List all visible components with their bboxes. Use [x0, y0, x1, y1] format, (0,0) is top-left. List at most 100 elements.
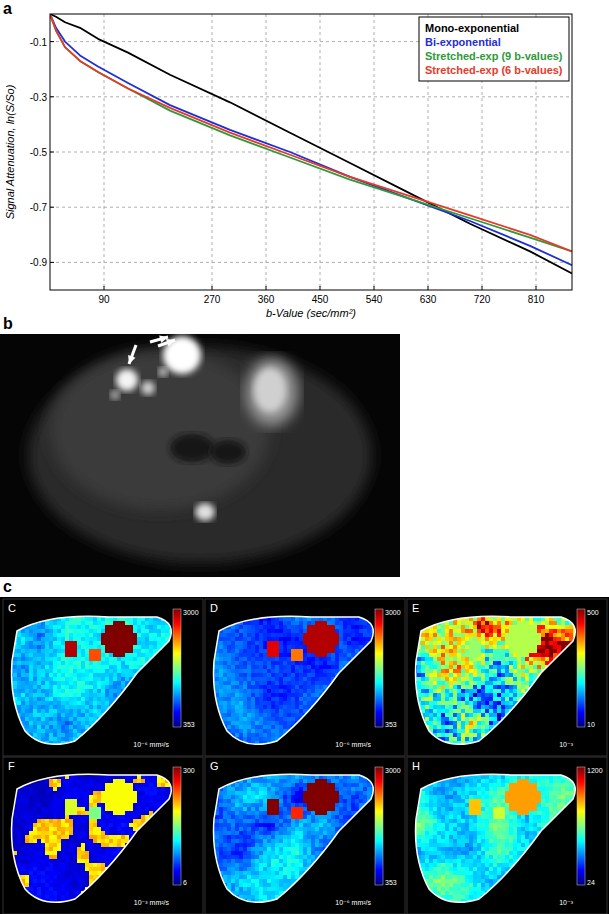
map-cell — [53, 749, 57, 753]
map-cell — [57, 713, 61, 717]
map-cell — [141, 701, 145, 705]
map-cell — [247, 641, 251, 645]
map-cell — [89, 701, 93, 705]
map-cell — [149, 717, 153, 721]
map-cell — [17, 661, 21, 665]
map-cell — [85, 681, 89, 685]
map-cell — [117, 705, 121, 709]
map-cell — [157, 673, 161, 677]
map-cell — [319, 629, 323, 633]
map-cell — [97, 629, 101, 633]
map-cell — [105, 725, 109, 729]
map-cell — [219, 645, 223, 649]
map-cell — [61, 713, 65, 717]
map-cell — [315, 629, 319, 633]
map-cell — [49, 673, 53, 677]
map-cell — [73, 609, 77, 613]
map-cell — [295, 637, 299, 641]
map-cell — [109, 697, 113, 701]
map-cell — [9, 725, 13, 729]
map-cell — [173, 741, 177, 745]
map-cell — [219, 621, 223, 625]
map-cell — [21, 669, 25, 673]
map-cell — [33, 649, 37, 653]
map-cell — [121, 741, 125, 745]
map-cell — [287, 609, 291, 613]
map-cell — [85, 677, 89, 681]
map-cell — [339, 633, 343, 637]
map-cell — [149, 733, 153, 737]
map-cell — [57, 705, 61, 709]
map-cell — [53, 717, 57, 721]
map-cell — [145, 709, 149, 713]
map-cell — [109, 641, 113, 645]
map-cell — [109, 677, 113, 681]
map-cell — [61, 725, 65, 729]
map-cell — [137, 729, 141, 733]
map-cell — [211, 629, 215, 633]
x-tick-label: 720 — [474, 294, 491, 305]
map-cell — [45, 689, 49, 693]
map-cell — [339, 621, 343, 625]
map-cell — [85, 741, 89, 745]
map-cell — [53, 653, 57, 657]
map-cell — [287, 633, 291, 637]
map-cell — [121, 677, 125, 681]
map-cell — [271, 621, 275, 625]
map-cell — [157, 669, 161, 673]
y-tick-label: -0.9 — [30, 257, 48, 268]
map-cell — [77, 629, 81, 633]
map-cell — [77, 705, 81, 709]
map-cell — [161, 705, 165, 709]
map-cell — [347, 641, 351, 645]
map-cell — [239, 613, 243, 617]
map-cell — [137, 657, 141, 661]
map-cell — [101, 741, 105, 745]
map-cell — [129, 713, 133, 717]
map-cell — [69, 621, 73, 625]
map-cell — [29, 629, 33, 633]
map-cell — [129, 645, 133, 649]
map-cell — [21, 641, 25, 645]
map-cell — [97, 689, 101, 693]
map-cell — [13, 745, 17, 749]
map-cell — [153, 677, 157, 681]
map-cell — [121, 729, 125, 733]
map-cell — [105, 741, 109, 745]
map-cell — [89, 637, 93, 641]
map-cell — [165, 609, 169, 613]
map-cell — [149, 641, 153, 645]
map-cell — [105, 749, 109, 753]
map-cell — [279, 617, 283, 621]
map-cell — [315, 633, 319, 637]
map-cell — [81, 717, 85, 721]
map-cell — [279, 633, 283, 637]
map-cell — [117, 689, 121, 693]
map-cell — [53, 693, 57, 697]
map-cell — [145, 625, 149, 629]
map-cell — [89, 685, 93, 689]
map-cell — [141, 725, 145, 729]
map-cell — [57, 609, 61, 613]
map-cell — [93, 705, 97, 709]
map-cell — [149, 633, 153, 637]
map-cell — [89, 681, 93, 685]
map-cell — [145, 645, 149, 649]
map-cell — [85, 629, 89, 633]
map-cell — [101, 717, 105, 721]
map-cell — [267, 633, 271, 637]
map-cell — [271, 633, 275, 637]
map-cell — [9, 637, 13, 641]
map-cell — [157, 721, 161, 725]
map-cell — [81, 629, 85, 633]
map-cell — [125, 749, 129, 753]
map-cell — [17, 653, 21, 657]
map-cell — [61, 665, 65, 669]
map-cell — [73, 721, 77, 725]
map-cell — [227, 617, 231, 621]
map-cell — [57, 717, 61, 721]
map-cell — [37, 653, 41, 657]
x-tick-label: 450 — [312, 294, 329, 305]
map-cell — [165, 661, 169, 665]
map-cell — [69, 681, 73, 685]
